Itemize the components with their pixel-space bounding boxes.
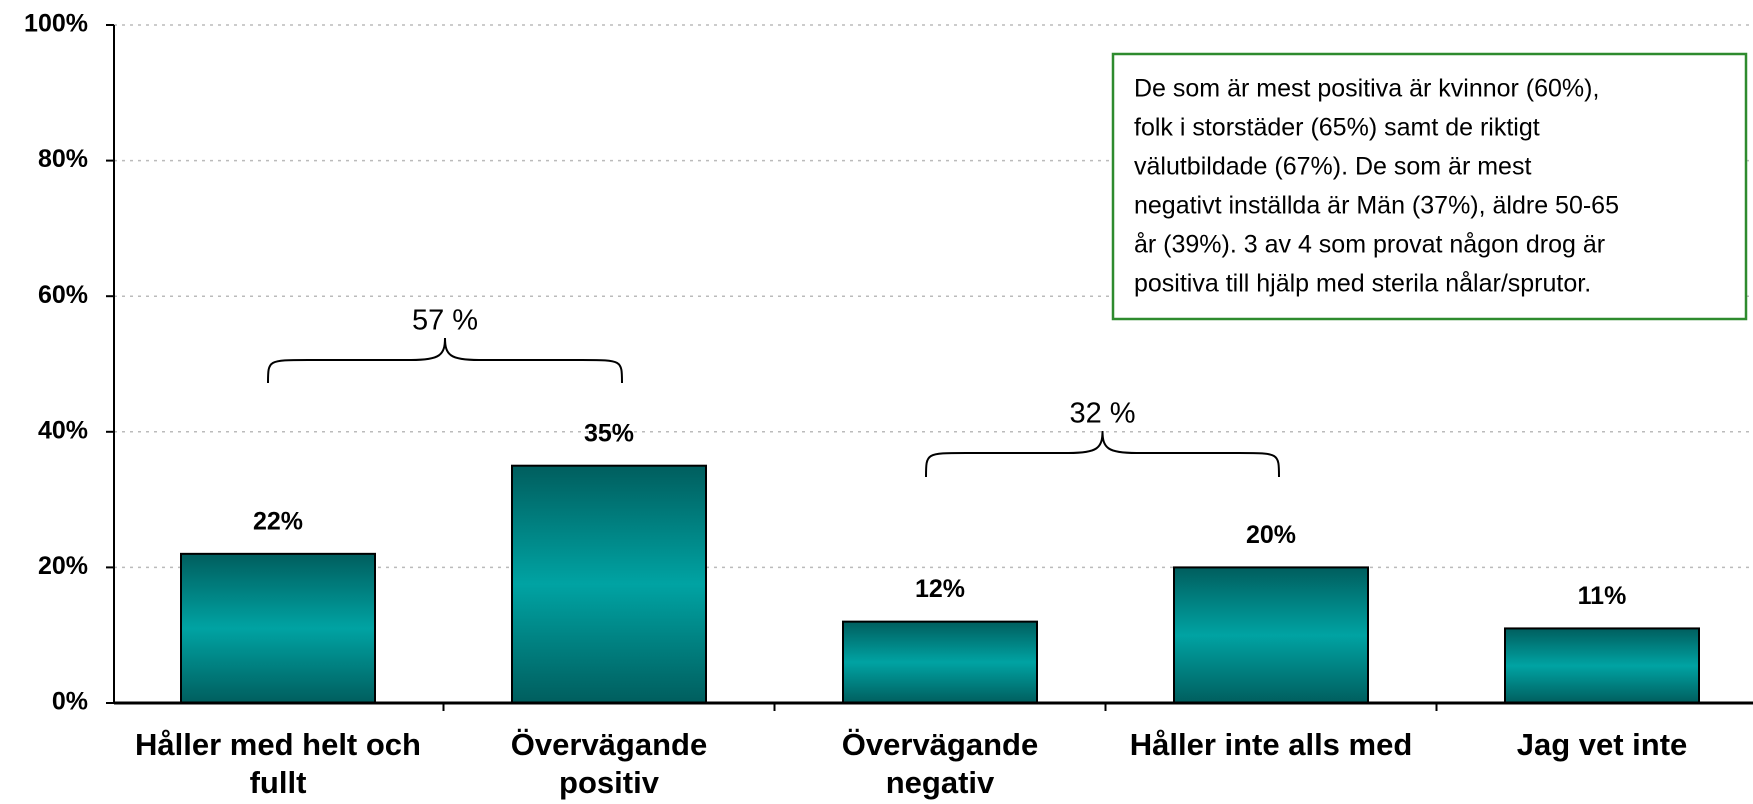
value-label: 11% (1578, 582, 1627, 610)
note-line: positiva till hjälp med sterila nålar/sp… (1134, 270, 1591, 298)
y-tick-label: 80% (38, 145, 88, 173)
x-tick-label: Övervägande negativ (841, 727, 1039, 800)
value-label: 12% (915, 575, 965, 603)
x-tick-label-box: Övervägande negativ (841, 727, 1039, 800)
x-tick-label: Jag vet inte (1516, 727, 1688, 762)
x-tick-label-box: Jag vet inte (1516, 727, 1688, 762)
bar (1504, 627, 1700, 704)
note-line: välutbildade (67%). De som är mest (1134, 153, 1531, 181)
y-tick-label: 100% (24, 10, 88, 38)
note-box (1111, 52, 1748, 321)
y-tick-label: 0% (52, 688, 88, 716)
brace (267, 337, 623, 384)
note-line: De som är mest positiva är kvinnor (60%)… (1134, 75, 1599, 103)
note-line: år (39%). 3 av 4 som provat någon drog ä… (1134, 231, 1605, 259)
x-tick-label-box: Håller inte alls med (1129, 727, 1413, 762)
x-tick-label: Håller med helt och fullt (135, 727, 421, 800)
y-tick-label: 60% (38, 281, 88, 309)
value-label: 22% (253, 507, 303, 535)
bar (511, 464, 707, 705)
y-tick-label: 20% (38, 552, 88, 580)
y-tick-label: 40% (38, 416, 88, 444)
x-tick-label-box: Övervägande positiv (510, 727, 708, 800)
bar (842, 620, 1038, 705)
value-label: 35% (584, 419, 634, 447)
value-label: 20% (1246, 521, 1296, 549)
annotation: 57 % (412, 305, 478, 337)
bar (1173, 566, 1369, 705)
brace (925, 430, 1280, 478)
note-line: folk i storstäder (65%) samt de riktigt (1134, 114, 1540, 142)
x-tick-label-box: Håller med helt och fullt (135, 727, 421, 800)
annotation: 32 % (1069, 398, 1135, 430)
x-tick-label: Övervägande positiv (510, 727, 708, 800)
x-tick-label: Håller inte alls med (1129, 727, 1413, 762)
note-line: negativt inställda är Män (37%), äldre 5… (1134, 192, 1619, 220)
bar (180, 552, 376, 705)
